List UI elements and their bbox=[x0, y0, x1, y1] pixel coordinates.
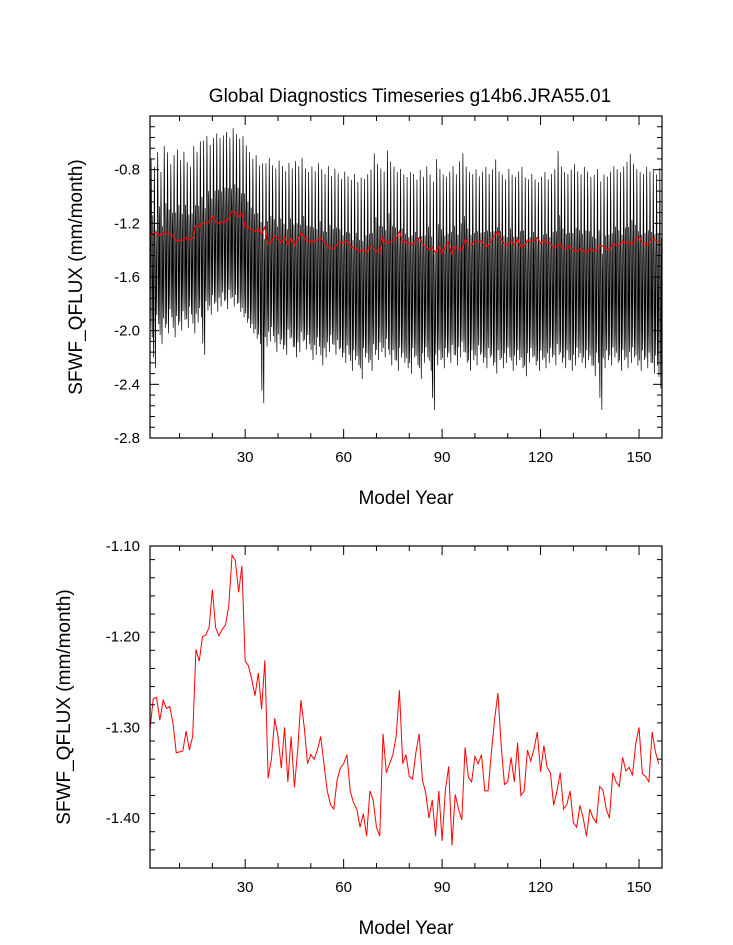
top-panel-xlabel: Model Year bbox=[358, 488, 454, 509]
top-ytick-label: -2.0 bbox=[114, 323, 140, 340]
top-xtick-label: 150 bbox=[627, 449, 652, 466]
top-xtick-label: 90 bbox=[434, 449, 451, 466]
bottom-xtick-label: 90 bbox=[434, 879, 451, 896]
top-xtick-label: 30 bbox=[237, 449, 254, 466]
top-xtick-label: 120 bbox=[528, 449, 553, 466]
top-ytick-label: -2.4 bbox=[114, 376, 140, 393]
figure-title: Global Diagnostics Timeseries g14b6.JRA5… bbox=[209, 86, 611, 107]
top-panel-axes: 30 60 90 120 150 -2.8 -2.4 -2.0 -1.6 -1.2 -0.8 bbox=[114, 115, 662, 466]
bottom-ytick-label: -1.40 bbox=[106, 810, 140, 827]
bottom-xtick-label: 60 bbox=[335, 879, 352, 896]
bottom-panel-plot-area bbox=[150, 553, 660, 846]
bottom-panel-xlabel: Model Year bbox=[358, 918, 454, 939]
bottom-ytick-label: -1.30 bbox=[106, 719, 140, 736]
top-annual-mean-line bbox=[150, 210, 660, 256]
top-xtick-label: 60 bbox=[335, 449, 352, 466]
bottom-ytick-label: -1.10 bbox=[106, 538, 140, 555]
top-ytick-label: -2.8 bbox=[114, 430, 140, 447]
bottom-panel-frame bbox=[149, 545, 663, 869]
top-monthly-series-line bbox=[150, 128, 662, 410]
top-panel-ylabel: SFWF_QFLUX (mm/month) bbox=[66, 159, 87, 394]
bottom-ytick-label: -1.20 bbox=[106, 629, 140, 646]
bottom-xtick-label: 120 bbox=[528, 879, 553, 896]
top-ytick-label: -1.2 bbox=[114, 215, 140, 232]
bottom-panel-axes: 30 60 90 120 150 -1.40 -1.30 -1.20 -1.10 bbox=[106, 538, 662, 896]
top-ytick-label: -0.8 bbox=[114, 162, 140, 179]
top-panel-plot-area bbox=[150, 128, 662, 410]
bottom-xtick-label: 150 bbox=[627, 879, 652, 896]
bottom-annual-mean-line bbox=[150, 553, 660, 846]
bottom-panel-ylabel: SFWF_QFLUX (mm/month) bbox=[54, 589, 75, 824]
top-ytick-label: -1.6 bbox=[114, 269, 140, 286]
bottom-xtick-label: 30 bbox=[237, 879, 254, 896]
